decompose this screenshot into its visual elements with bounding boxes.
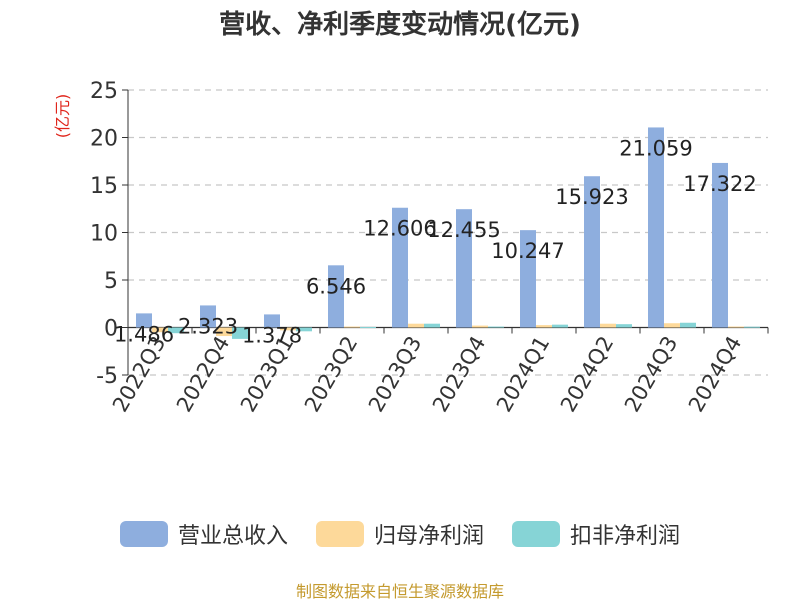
bar [232,327,248,339]
bar [328,265,344,328]
x-tick-label: 2023Q3 [364,332,426,416]
data-label: 1.378 [242,323,302,347]
legend-swatch-net-profit [315,521,364,547]
bar [136,313,152,328]
chart-title: 营收、净利季度变动情况(亿元) [219,10,581,40]
x-tick-label: 2024Q1 [492,332,554,416]
bar [616,324,632,328]
legend-item-deducted-profit[interactable]: 扣非净利润 [512,518,680,550]
bar [648,127,664,328]
x-tick-label: 2023Q4 [428,332,490,416]
data-label: 6.546 [306,274,366,298]
bar [472,325,488,328]
legend-label-net-profit: 归母净利润 [373,524,484,549]
legend: 营业总收入 归母净利润 扣非净利润 [0,518,800,550]
bar [392,207,408,328]
bar [712,162,728,328]
bar [424,323,440,328]
bar [408,323,424,328]
y-tick-label: 0 [104,317,118,342]
y-tick-label: -5 [96,364,118,389]
bar [456,209,472,328]
bar [552,324,568,328]
y-unit-label: (亿元) [53,94,72,139]
x-tick-label: 2022Q4 [172,332,234,416]
bar [520,230,536,328]
legend-item-revenue[interactable]: 营业总收入 [119,518,288,550]
legend-swatch-revenue [119,521,168,547]
bar [152,327,168,333]
bar [264,314,280,328]
x-tick-label: 2023Q2 [300,332,362,416]
x-tick-label: 2024Q2 [556,332,618,416]
bar [296,327,312,332]
y-tick-label: 15 [90,174,118,199]
bar [600,323,616,328]
x-tick-label: 2024Q3 [620,332,682,416]
bar-layer [136,127,760,339]
data-label: 2.323 [178,314,238,338]
y-tick-label: 10 [90,222,118,247]
bar [680,322,696,328]
legend-item-net-profit[interactable]: 归母净利润 [315,518,484,550]
x-tick-label: 2024Q4 [684,332,746,416]
data-label: 12.606 [363,217,436,241]
bar [664,323,680,328]
legend-label-revenue: 营业总收入 [177,524,288,549]
bar [728,326,744,328]
bar [200,305,216,328]
bar [744,326,760,328]
source-note: 制图数据来自恒生聚源数据库 [295,582,504,601]
legend-swatch-deducted-profit [512,521,560,547]
bar [280,327,296,331]
y-tick-label: 25 [90,79,118,104]
bar [536,325,552,328]
bar [488,326,504,328]
data-label: 21.059 [619,136,692,160]
bar [344,326,360,328]
data-label: 15.923 [555,185,628,209]
y-tick-label: 5 [104,269,118,294]
bar [168,327,184,334]
data-label: 12.455 [427,218,500,242]
data-label: 10.247 [491,239,564,263]
bar [216,327,232,337]
legend-label-deducted-profit: 扣非净利润 [570,524,681,549]
bar [584,176,600,328]
data-label: 17.322 [683,172,756,196]
data-label: 1.486 [114,322,174,346]
bar [360,327,376,329]
y-tick-label: 20 [90,127,118,152]
